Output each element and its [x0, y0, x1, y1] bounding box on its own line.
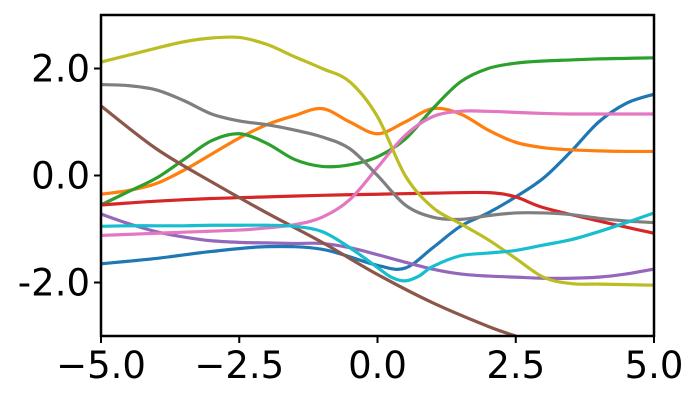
tick-layer: −5.0 −2.5 0.0 2.5 5.0 -2.0 0.0 2.0: [18, 48, 684, 388]
x-tick-label: −5.0: [56, 344, 146, 387]
y-tick-label: 2.0: [31, 48, 90, 91]
series-line-4: [101, 190, 654, 235]
series-line-1: [101, 92, 654, 271]
x-tick-label: 5.0: [625, 344, 684, 387]
series-line-10: [101, 211, 654, 283]
series-line-7: [101, 109, 654, 238]
x-tick-label: 2.5: [486, 344, 545, 387]
series-line-2: [101, 106, 654, 196]
x-tick-label: −2.5: [194, 344, 284, 387]
y-tick-label: -2.0: [18, 262, 90, 305]
series-layer: [101, 35, 654, 336]
series-line-8: [101, 82, 654, 225]
series-line-9: [101, 35, 654, 287]
series-line-3: [101, 56, 654, 207]
y-tick-label: 0.0: [31, 155, 90, 198]
x-tick-label: 0.0: [348, 344, 407, 387]
series-line-5: [101, 212, 654, 280]
series-line-6: [101, 104, 517, 336]
